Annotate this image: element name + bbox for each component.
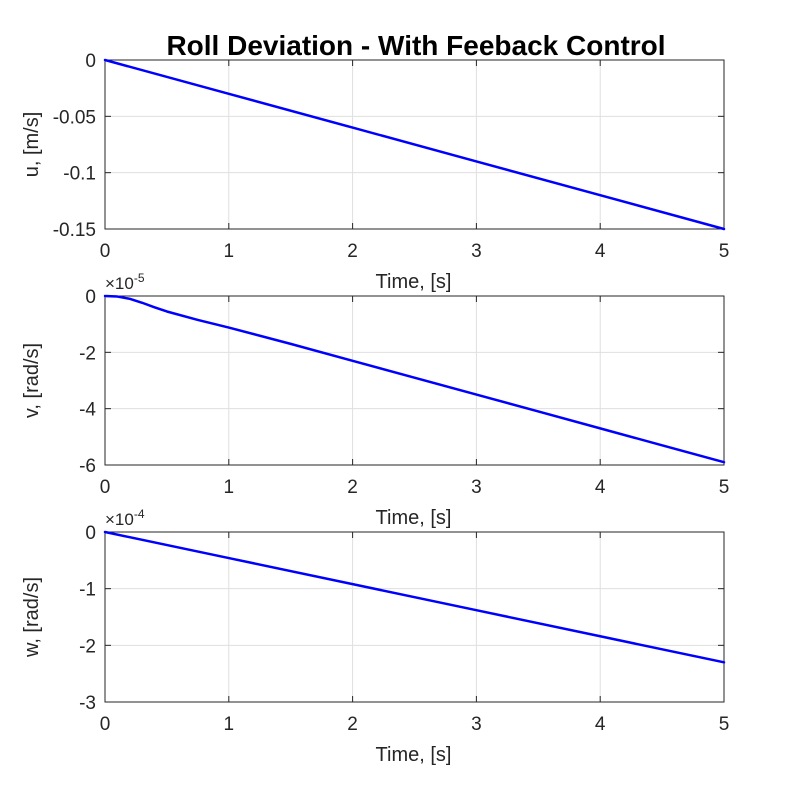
- y-axis-label: u, [m/s]: [21, 112, 43, 178]
- x-tick-label: 3: [471, 477, 482, 498]
- x-tick-label: 4: [595, 477, 606, 498]
- x-axis-label: Time, [s]: [376, 507, 452, 529]
- y-exponent-label: ×10-5: [105, 271, 145, 293]
- subplots: 0 1 2 3 4 5 0 -0.05 -0.1 -0.15 Time, [s] u, [m/s] 0 1…: [21, 51, 729, 766]
- figure-title: Roll Deviation - With Feeback Control: [166, 30, 665, 61]
- y-tick-label: -2: [79, 636, 96, 657]
- y-tick-label: -0.15: [53, 220, 96, 241]
- y-tick-label: 0: [85, 287, 96, 308]
- y-tick-label: -2: [79, 343, 96, 364]
- x-tick-label: 2: [347, 477, 358, 498]
- y-tick-label: -4: [79, 400, 96, 421]
- x-tick-label: 1: [224, 241, 235, 262]
- plot-area: [105, 296, 724, 465]
- subplot-1: 0 1 2 3 4 5 0 -0.05 -0.1 -0.15 Time, [s] u, [m/s]: [21, 51, 729, 293]
- plot-area: [105, 532, 724, 702]
- x-tick-label: 1: [224, 477, 235, 498]
- x-tick-label: 0: [100, 714, 111, 735]
- x-axis-label: Time, [s]: [376, 271, 452, 293]
- x-tick-label: 5: [719, 714, 730, 735]
- x-tick-label: 4: [595, 241, 606, 262]
- x-tick-label: 5: [719, 241, 730, 262]
- series-line-v: [103, 294, 726, 464]
- y-tick-label: -1: [79, 580, 96, 601]
- y-tick-label: -3: [79, 693, 96, 714]
- y-axis-label: v, [rad/s]: [21, 343, 43, 418]
- axes-box: [104, 295, 725, 466]
- y-tick-label: 0: [85, 51, 96, 72]
- subplot-3: 0 1 2 3 4 5 0 -1 -2 -3 ×10-4 Time, [s] w, [rad/s]: [21, 507, 729, 766]
- x-tick-label: 2: [347, 714, 358, 735]
- subplot-2: 0 1 2 3 4 5 0 -2 -4 -6 ×10-5 Time, [s] v, [rad/s]: [21, 271, 729, 529]
- y-tick-label: -6: [79, 456, 96, 477]
- x-tick-label: 0: [100, 241, 111, 262]
- y-exponent-label: ×10-4: [105, 507, 145, 529]
- x-tick-label: 3: [471, 714, 482, 735]
- y-axis-label: w, [rad/s]: [21, 577, 43, 658]
- x-tick-label: 4: [595, 714, 606, 735]
- series-line-w: [103, 530, 726, 664]
- series-line-u: [103, 58, 726, 231]
- y-tick-label: -0.1: [63, 164, 96, 185]
- x-tick-label: 1: [224, 714, 235, 735]
- x-tick-label: 2: [347, 241, 358, 262]
- x-tick-label: 3: [471, 241, 482, 262]
- y-tick-label: -0.05: [53, 107, 96, 128]
- axes-box: [104, 59, 725, 230]
- x-tick-label: 5: [719, 477, 730, 498]
- x-axis-label: Time, [s]: [376, 744, 452, 766]
- axes-box: [104, 531, 725, 703]
- x-tick-label: 0: [100, 477, 111, 498]
- y-tick-label: 0: [85, 523, 96, 544]
